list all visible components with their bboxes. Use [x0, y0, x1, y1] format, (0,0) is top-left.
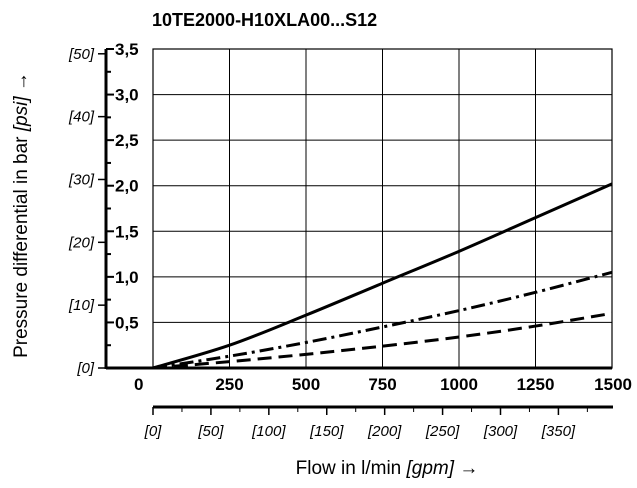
- x2-tick-label: [300]: [483, 423, 518, 440]
- tick-labels: 0 250 500 750 1000 1250 1500 0,5 1,0 1,5 2,0 2,5 3,0…: [68, 40, 632, 440]
- y2-tick-label: [0]: [76, 360, 95, 377]
- x-axis-label-arrow: →: [459, 458, 478, 479]
- y-axis-label-unit: [psi]: [11, 96, 32, 133]
- grid: [152, 48, 613, 369]
- y-tick-label: 1,5: [115, 222, 139, 241]
- x2-tick-label: [200]: [367, 423, 402, 440]
- x2-tick-label: [250]: [425, 423, 460, 440]
- y-tick-label: 3,0: [115, 86, 139, 105]
- x-tick-label: 1500: [594, 375, 632, 394]
- y-axis-label-arrow: →: [11, 72, 32, 91]
- x-tick-label: 750: [368, 375, 396, 394]
- y-tick-label: 3,5: [115, 40, 139, 59]
- series-lines: [152, 182, 613, 370]
- x-tick-label: 1000: [440, 375, 478, 394]
- x2-tick-label: [50]: [197, 423, 224, 440]
- series-line-dash-dot: [152, 270, 613, 370]
- x-axis-label: Flow in l/min [gpm] →: [296, 458, 479, 479]
- y2-tick-label: [30]: [68, 171, 95, 188]
- y-tick-label: 2,5: [115, 131, 139, 150]
- y-tick-label: 2,0: [115, 177, 139, 196]
- series-line-solid: [152, 182, 613, 370]
- y2-tick-label: [10]: [68, 297, 95, 314]
- x-tick-label: 500: [292, 375, 320, 394]
- y-tick-label: 0,5: [115, 313, 139, 332]
- x-axis-label-unit: [gpm]: [406, 458, 455, 479]
- axes: [98, 48, 613, 415]
- x2-tick-label: [350]: [541, 423, 576, 440]
- y2-tick-label: [20]: [68, 234, 95, 251]
- x-tick-label: 250: [215, 375, 243, 394]
- series-line-dashed: [152, 311, 613, 370]
- y2-tick-label: [40]: [68, 109, 95, 126]
- x-axis-label-text: Flow in l/min: [296, 458, 402, 479]
- y-axis-label: Pressure differential in bar [psi] →: [11, 72, 32, 358]
- chart-title: 10TE2000-H10XLA00...S12: [152, 10, 377, 30]
- x2-tick-label: [150]: [309, 423, 344, 440]
- y-axis-label-text: Pressure differential in bar: [11, 136, 32, 358]
- x-tick-label: 1250: [517, 375, 555, 394]
- x2-tick-label: [0]: [144, 423, 163, 440]
- x-tick-label: 0: [134, 375, 143, 394]
- y2-tick-label: [50]: [68, 46, 95, 63]
- x2-tick-label: [100]: [251, 423, 286, 440]
- y-tick-label: 1,0: [115, 268, 139, 287]
